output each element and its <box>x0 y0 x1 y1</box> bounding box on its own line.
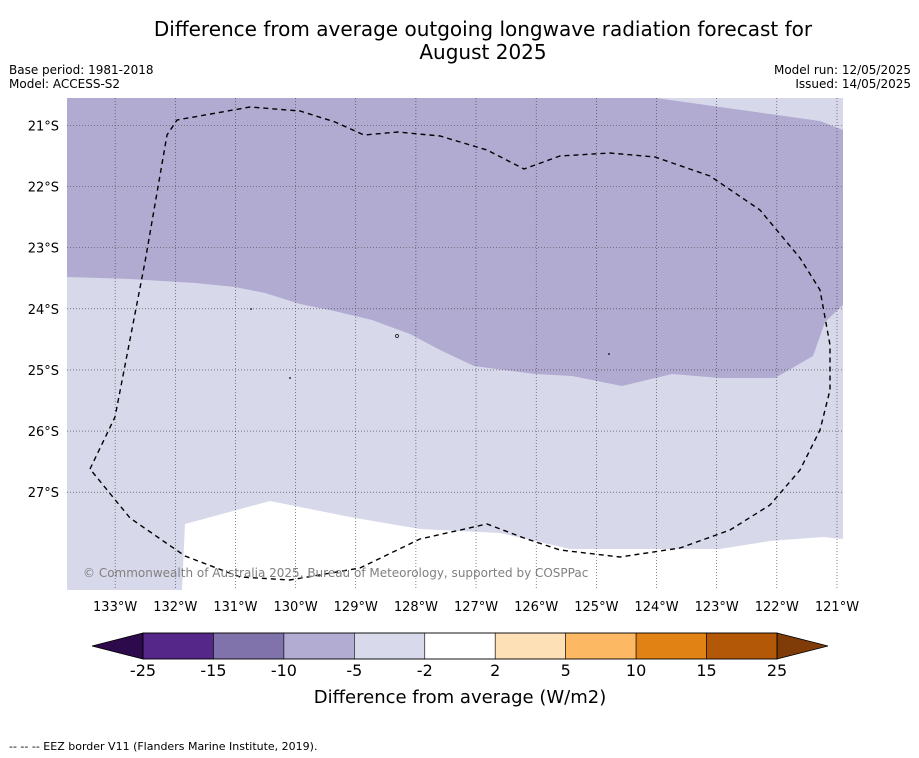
colorbar-tick-label: 25 <box>767 661 787 680</box>
longitude-tick-label: 123°W <box>695 600 739 615</box>
colorbar-tick-label: 5 <box>561 661 571 680</box>
latitude-tick-label: 22°S <box>28 181 59 196</box>
map-title: Difference from average outgoing longwav… <box>0 18 919 64</box>
latitude-tick-label: 24°S <box>28 303 59 318</box>
longitude-tick-label: 133°W <box>93 600 137 615</box>
latitude-tick-label: 27°S <box>28 486 59 501</box>
longitude-tick-label: 125°W <box>574 600 618 615</box>
colorbar-label: Difference from average (W/m2) <box>314 687 606 708</box>
colorbar-frame <box>142 632 778 660</box>
meta-left: Base period: 1981-2018 Model: ACCESS-S2 <box>9 63 154 91</box>
latitude-tick-label: 21°S <box>28 120 59 135</box>
longitude-tick-label: 122°W <box>755 600 799 615</box>
title-line-2: August 2025 <box>419 40 547 64</box>
colorbar-block <box>706 632 778 660</box>
colorbar-tick-label: 15 <box>696 661 716 680</box>
colorbar-tick-label: -10 <box>271 661 297 680</box>
colorbar-block <box>635 632 707 660</box>
anomaly-region-mid-purple <box>67 98 843 386</box>
copyright-text: © Commonwealth of Australia 2025, Bureau… <box>83 566 588 580</box>
colorbar-block <box>354 632 426 660</box>
longitude-tick-label: 127°W <box>454 600 498 615</box>
island-dot <box>289 377 291 379</box>
latitude-tick-label: 25°S <box>28 364 59 379</box>
island-dot <box>608 353 610 355</box>
model-name: Model: ACCESS-S2 <box>9 77 121 91</box>
title-line-1: Difference from average outgoing longwav… <box>153 17 813 41</box>
issued-date: Issued: 14/05/2025 <box>795 77 911 91</box>
colorbar-block <box>565 632 637 660</box>
colorbar-over-arrow <box>776 632 829 660</box>
colorbar-tick-label: -15 <box>200 661 226 680</box>
colorbar-blocks <box>142 632 778 660</box>
map-area: © Commonwealth of Australia 2025, Bureau… <box>67 98 843 590</box>
longitude-tick-label: 129°W <box>334 600 378 615</box>
base-period: Base period: 1981-2018 <box>9 63 154 77</box>
meta-right: Model run: 12/05/2025 Issued: 14/05/2025 <box>774 63 911 91</box>
colorbar-block <box>283 632 355 660</box>
eez-footnote: -- -- -- EEZ border V11 (Flanders Marine… <box>9 740 318 753</box>
longitude-tick-label: 124°W <box>634 600 678 615</box>
longitude-tick-label: 126°W <box>514 600 558 615</box>
colorbar-tick-label: -5 <box>346 661 362 680</box>
gridlines <box>67 98 843 590</box>
longitude-labels: 133°W 132°W 131°W 130°W 129°W 128°W 127°W 126°W… <box>93 600 859 615</box>
colorbar-tick-label: -2 <box>417 661 433 680</box>
colorbar-block <box>494 632 566 660</box>
latitude-labels: 21°S 22°S 23°S 24°S 25°S 26°S 27°S <box>28 120 59 502</box>
longitude-tick-label: 132°W <box>153 600 197 615</box>
colorbar-tick-label: 10 <box>626 661 646 680</box>
colorbar-under-arrow <box>91 632 144 660</box>
colorbar-tick-labels: -25 -15 -10 -5 -2 2 5 10 15 25 <box>130 661 787 680</box>
colorbar-block <box>424 632 496 660</box>
longitude-tick-label: 128°W <box>394 600 438 615</box>
longitude-tick-label: 121°W <box>815 600 859 615</box>
longitude-tick-label: 130°W <box>274 600 318 615</box>
eez-border <box>89 106 831 581</box>
colorbar-block <box>213 632 285 660</box>
latitude-tick-label: 23°S <box>28 242 59 257</box>
latitude-tick-label: 26°S <box>28 425 59 440</box>
island-dot <box>395 334 399 338</box>
model-run: Model run: 12/05/2025 <box>773 63 911 77</box>
colorbar-tick-label: -25 <box>130 661 156 680</box>
island-dot <box>250 308 252 310</box>
colorbar-block <box>142 632 214 660</box>
colorbar: -25 -15 -10 -5 -2 2 5 10 15 25 Difference from av… <box>91 632 829 708</box>
longitude-tick-label: 131°W <box>213 600 257 615</box>
colorbar-tick-label: 2 <box>490 661 500 680</box>
